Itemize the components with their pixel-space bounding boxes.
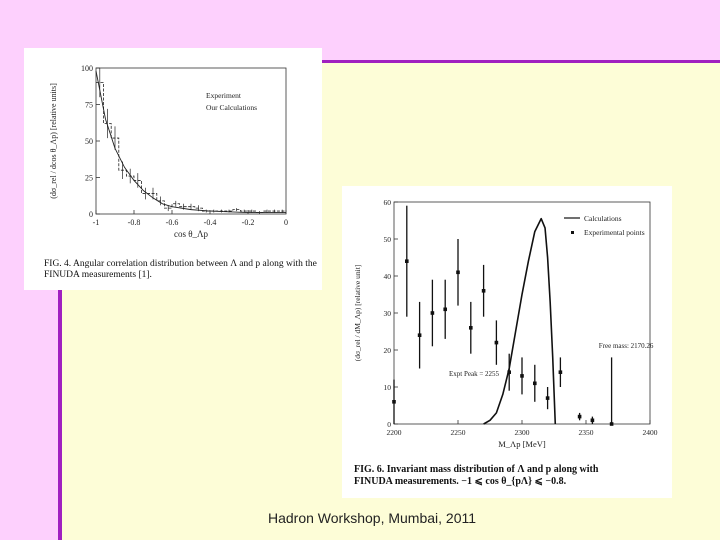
x-tick-label: -0.8 xyxy=(128,218,141,227)
experiment-point xyxy=(494,340,499,345)
y-tick-label: 50 xyxy=(85,137,93,146)
experiment-point xyxy=(507,370,511,374)
y-tick-label: 20 xyxy=(384,346,392,355)
plot-frame xyxy=(95,67,287,215)
legend-experimental: Experimental points xyxy=(584,228,645,237)
experiment-point xyxy=(609,422,614,426)
x-tick-label: 2350 xyxy=(579,428,594,437)
experiment-point xyxy=(481,289,486,293)
calculation-curve xyxy=(95,70,286,213)
x-axis-label: cos θ_Λp xyxy=(174,229,209,239)
y-tick-label: 25 xyxy=(85,174,93,183)
figure-4-panel: -1 -0.8 -0.6 -0.4 -0.2 0 0 25 50 75 100 cos θ_Λp (dσ… xyxy=(24,48,322,290)
y-axis-label: (dσ_rel / dcos θ_Λp) [relative units] xyxy=(49,83,58,199)
experiment-point xyxy=(430,311,435,315)
x-tick-label: -0.6 xyxy=(166,218,179,227)
calculation-curve xyxy=(483,217,557,425)
y-tick-label: 0 xyxy=(387,420,391,429)
x-tick-label: 2250 xyxy=(451,428,466,437)
experiment-point xyxy=(590,418,595,423)
experiment-point xyxy=(533,381,537,386)
figure-6-chart: 2200 2250 2300 2350 2400 0 10 20 30 40 50 60 M_Λp [M… xyxy=(353,198,658,449)
experiment-point xyxy=(545,396,550,400)
y-axis-label: (dσ_rel / dM_Λp) [relative unit] xyxy=(353,265,362,362)
annotation-0: Expt Peak = 2255 xyxy=(449,370,500,378)
figure-4-caption: FIG. 4. Angular correlation distribution… xyxy=(44,259,317,280)
x-tick-label: 2300 xyxy=(515,428,530,437)
experiment-point xyxy=(443,307,447,312)
title-rule xyxy=(58,60,720,63)
x-axis-label: M_Λp [MeV] xyxy=(498,439,546,449)
x-tick-label: -0.2 xyxy=(242,218,255,227)
experiment-point xyxy=(558,370,563,374)
y-tick-label: 0 xyxy=(89,210,93,219)
figure-6-caption: FIG. 6. Invariant mass distribution of Λ… xyxy=(354,464,669,487)
figure-6-caption-line2: FINUDA measurements. −1 ⩽ cos θ_{pΛ} ⩽ −… xyxy=(354,475,567,487)
y-tick-label: 75 xyxy=(85,101,93,110)
x-tick-label: 2400 xyxy=(643,428,658,437)
x-tick-label: 2200 xyxy=(387,428,402,437)
y-tick-label: 100 xyxy=(81,64,93,73)
y-tick-label: 30 xyxy=(384,309,392,318)
slide-footer: Hadron Workshop, Mumbai, 2011 xyxy=(268,510,477,526)
legend-experiment: Experiment xyxy=(206,91,242,100)
experiment-point xyxy=(469,326,473,330)
legend-point-sample xyxy=(571,231,574,234)
figure-4-chart: -1 -0.8 -0.6 -0.4 -0.2 0 0 25 50 75 100 cos θ_Λp (dσ… xyxy=(49,64,288,239)
figure-6-panel: 2200 2250 2300 2350 2400 0 10 20 30 40 50 60 M_Λp [M… xyxy=(342,186,672,498)
experiment-point xyxy=(417,333,422,337)
x-tick-label: -1 xyxy=(93,218,100,227)
side-rule xyxy=(58,62,62,540)
experiment-histogram xyxy=(96,82,286,213)
x-tick-label: -0.4 xyxy=(204,218,217,227)
legend-calculations: Calculations xyxy=(584,214,622,223)
y-tick-label: 40 xyxy=(384,272,392,281)
legend-calculations: Our Calculations xyxy=(206,103,257,112)
experiment-point xyxy=(405,259,409,263)
y-tick-label: 60 xyxy=(384,198,392,207)
experiment-point xyxy=(456,270,460,275)
experiment-point xyxy=(520,374,524,378)
experiment-point xyxy=(392,400,396,404)
x-tick-label: 0 xyxy=(284,218,288,227)
y-tick-label: 50 xyxy=(384,235,392,244)
figure-6-caption-line1: FIG. 6. Invariant mass distribution of Λ… xyxy=(354,464,599,475)
annotation-1: Free mass: 2170.26 xyxy=(599,342,654,350)
experiment-point xyxy=(577,414,582,419)
y-tick-label: 10 xyxy=(384,383,392,392)
